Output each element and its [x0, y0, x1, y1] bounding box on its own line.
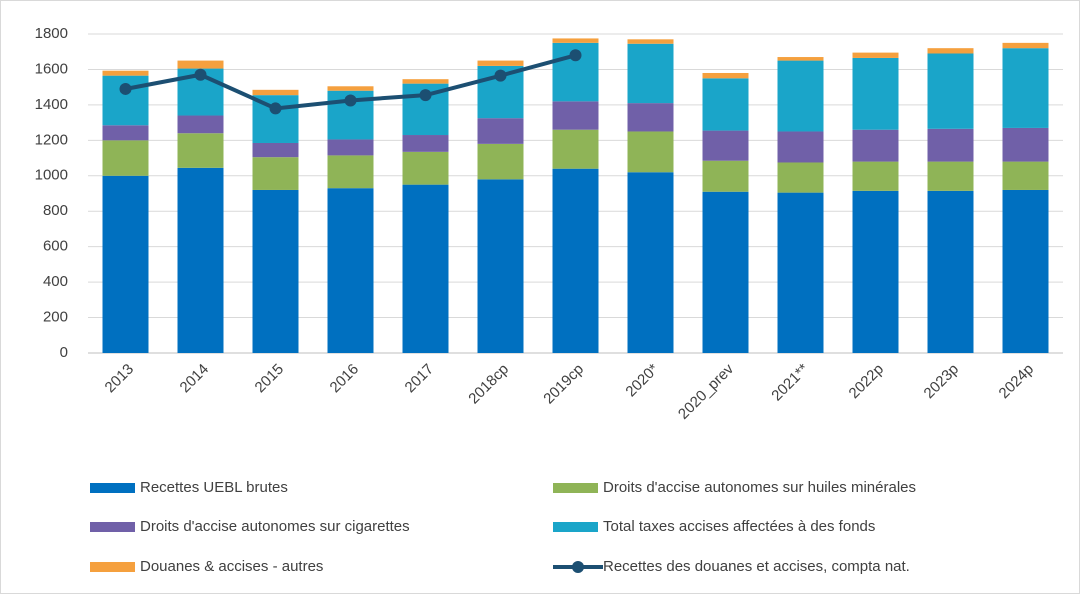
legend-label: Recettes des douanes et accises, compta …: [603, 558, 910, 575]
bar-segment: [627, 103, 674, 132]
bar-segment: [777, 57, 824, 61]
bar-segment: [702, 191, 749, 353]
bar-segment: [852, 161, 899, 191]
bar-segment: [702, 130, 749, 161]
bar-segment: [627, 43, 674, 104]
legend-swatch: [553, 483, 598, 493]
bar-segment: [102, 140, 149, 176]
bar-segment: [252, 142, 299, 158]
bar-segment: [852, 52, 899, 58]
legend-label: Douanes & accises - autres: [140, 558, 323, 575]
bar-segment: [1002, 42, 1049, 49]
bar-segment: [402, 135, 449, 152]
bar-segment: [327, 155, 374, 189]
bar-segment: [102, 175, 149, 353]
legend-swatch: [572, 561, 584, 573]
line-marker: [494, 69, 507, 82]
bar-segment: [552, 101, 599, 130]
bar-segment: [777, 131, 824, 163]
bar-segment: [852, 129, 899, 162]
bar-segment: [852, 190, 899, 353]
bar-segment: [852, 57, 899, 130]
bar-segment: [702, 160, 749, 192]
bar-segment: [1002, 189, 1049, 353]
bar-segment: [552, 38, 599, 43]
bar-segment: [252, 89, 299, 96]
bar-segment: [1002, 161, 1049, 190]
legend-swatch: [553, 522, 598, 532]
bar-segment: [177, 167, 224, 353]
bar-segment: [177, 133, 224, 168]
bar-segment: [327, 86, 374, 91]
bar-segment: [777, 60, 824, 132]
line-marker: [269, 102, 282, 115]
bar-segment: [777, 192, 824, 353]
bar-segment: [552, 129, 599, 169]
bar-segment: [102, 70, 149, 76]
bar-segment: [927, 190, 974, 353]
legend-label: Droits d'accise autonomes sur huiles min…: [603, 479, 916, 496]
bar-segment: [627, 172, 674, 353]
bar-segment: [177, 60, 224, 69]
bar-segment: [477, 143, 524, 180]
line-marker: [194, 68, 207, 81]
line-marker: [419, 89, 432, 102]
line-marker: [119, 82, 132, 95]
y-tick-label: 1400: [35, 96, 68, 113]
bar-segment: [927, 161, 974, 191]
bar-segment: [927, 128, 974, 162]
legend-label: Droits d'accise autonomes sur cigarettes: [140, 518, 410, 535]
bar-segment: [102, 125, 149, 141]
bar-segment: [402, 184, 449, 353]
legend-label: Recettes UEBL brutes: [140, 479, 288, 496]
bar-segment: [477, 118, 524, 144]
bar-segment: [927, 53, 974, 129]
y-tick-label: 0: [60, 344, 68, 361]
y-tick-label: 600: [43, 238, 68, 255]
bar-segment: [477, 60, 524, 66]
bar-segment: [1002, 48, 1049, 128]
y-tick-label: 1600: [35, 60, 68, 77]
line-marker: [344, 94, 357, 107]
bar-segment: [627, 39, 674, 44]
legend-swatch: [90, 522, 135, 532]
bar-segment: [1002, 127, 1049, 162]
bar-segment: [327, 139, 374, 156]
y-tick-label: 400: [43, 273, 68, 290]
bar-segment: [552, 168, 599, 353]
y-tick-label: 1800: [35, 25, 68, 42]
legend-swatch: [90, 562, 135, 572]
bar-segment: [252, 157, 299, 190]
bar-segment: [702, 72, 749, 79]
legend-swatch: [90, 483, 135, 493]
line-marker: [569, 49, 582, 62]
bar-segment: [327, 188, 374, 353]
bar-segment: [927, 48, 974, 54]
bar-segment: [402, 79, 449, 84]
bar-segment: [177, 115, 224, 134]
bar-segment: [627, 131, 674, 173]
legend-label: Total taxes accises affectées à des fond…: [603, 518, 875, 535]
y-tick-label: 1000: [35, 167, 68, 184]
bar-segment: [702, 78, 749, 131]
y-tick-label: 800: [43, 202, 68, 219]
y-tick-label: 200: [43, 309, 68, 326]
bar-segment: [477, 179, 524, 353]
y-tick-label: 1200: [35, 131, 68, 148]
bar-segment: [252, 189, 299, 353]
bar-segment: [777, 162, 824, 193]
bar-segment: [402, 151, 449, 185]
